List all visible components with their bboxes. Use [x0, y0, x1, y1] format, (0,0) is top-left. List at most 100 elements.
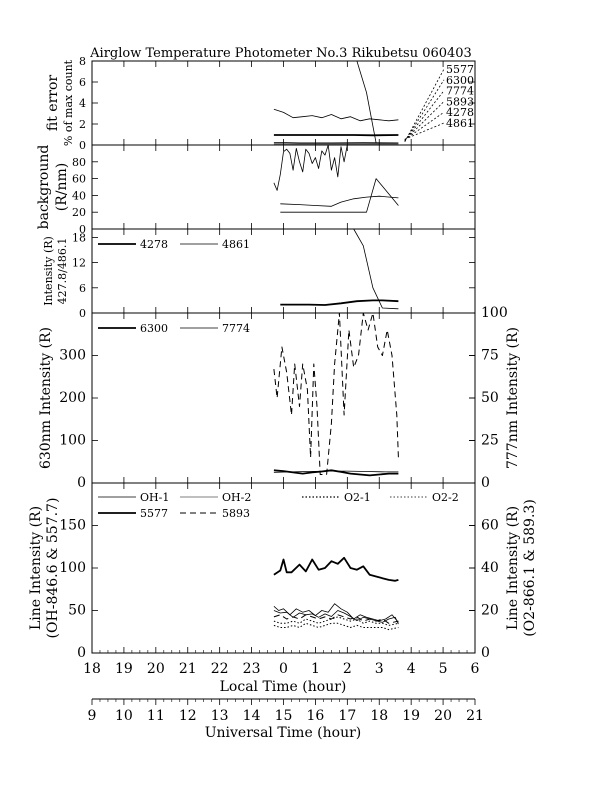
fit-legend-label: 6300: [446, 74, 474, 87]
ut-tick-label: 11: [147, 708, 165, 724]
y-tick-label: 4: [79, 97, 86, 110]
local-time-tick-label: 23: [243, 661, 261, 677]
local-time-tick-label: 19: [115, 661, 133, 677]
oh-ylabel-right-1: Line Intensity (R): [505, 506, 521, 630]
fit-legend-label: 4278: [446, 106, 474, 119]
red-ylabel-left: 630nm Intensity (R): [38, 327, 54, 469]
y-tick-label: 0: [79, 139, 86, 152]
local-time-tick-label: 4: [407, 661, 416, 677]
legend-label-4861: 4861: [222, 238, 250, 251]
series-line-5577: [273, 108, 399, 122]
blue-ylabel-1: Intensity (R): [42, 236, 55, 306]
series-line-7774: [273, 470, 399, 473]
legend-label-O2-2: O2-2: [432, 491, 459, 504]
y-tick-label: 300: [59, 348, 86, 364]
series-line-5893: [273, 614, 399, 624]
y-tick-label: 18: [72, 231, 86, 244]
y-right-tick-label: 75: [481, 348, 499, 364]
ut-tick-label: 16: [307, 708, 325, 724]
legend-label-5893: 5893: [222, 507, 250, 520]
oh-ylabel-right-2: (O2-866.1 & 589.3): [522, 499, 538, 637]
y-right-tick-label: 40: [481, 560, 499, 576]
local-time-tick-label: 21: [179, 661, 197, 677]
y-tick-label: 80: [72, 156, 86, 169]
y-tick-label: 6: [79, 76, 86, 89]
fit-legend-label: 4861: [446, 117, 474, 130]
ut-tick-label: 18: [370, 708, 388, 724]
series-line-OH-1: [273, 603, 399, 623]
ut-tick-label: 12: [179, 708, 197, 724]
series-line-gray-upper: [280, 195, 399, 207]
ut-xlabel: Universal Time (hour): [205, 725, 362, 741]
y-tick-label: 0: [79, 223, 86, 236]
y-tick-label: 50: [68, 603, 86, 619]
local-time-tick-label: 20: [147, 661, 165, 677]
blue-ylabel-2: 427.8/486.1: [56, 238, 69, 305]
y-tick-label: 0: [79, 307, 86, 320]
series-line-O2-2: [273, 622, 399, 631]
local-time-tick-label: 2: [343, 661, 352, 677]
y-tick-label: 200: [59, 390, 86, 406]
ut-tick-label: 15: [275, 708, 293, 724]
series-line-gray-lower: [280, 178, 399, 213]
y-tick-label: 100: [59, 433, 86, 449]
y-right-tick-label: 25: [481, 433, 499, 449]
series-line-OH-2: [273, 610, 399, 625]
fit-legend-leader: [404, 122, 445, 140]
y-tick-label: 12: [72, 257, 86, 270]
ut-tick-label: 10: [115, 708, 133, 724]
legend-label-5577: 5577: [140, 507, 168, 520]
y-right-tick-label: 20: [481, 603, 499, 619]
y-right-tick-label: 100: [481, 305, 508, 321]
oh-ylabel-left-2: (OH-846.6 & 557.7): [45, 498, 61, 639]
series-line-7774: [356, 60, 377, 143]
fit-legend-label: 5893: [446, 95, 474, 108]
ut-tick-label: 17: [338, 708, 356, 724]
legend-label-OH-1: OH-1: [140, 491, 169, 504]
series-line-O2-1: [273, 616, 399, 626]
y-right-tick-label: 50: [481, 390, 499, 406]
series-line-4278: [273, 142, 399, 144]
local-time-tick-label: 22: [211, 661, 229, 677]
fit-legend-leader: [404, 111, 445, 141]
local-time-tick-label: 1: [311, 661, 320, 677]
ut-tick-label: 21: [466, 708, 484, 724]
y-right-tick-label: 0: [481, 645, 490, 661]
fit-ylabel-2: % of max count: [62, 59, 75, 146]
local-time-tick-label: 6: [471, 661, 480, 677]
y-tick-label: 40: [72, 189, 86, 202]
y-tick-label: 6: [79, 282, 86, 295]
chart-marks: 18 19 20 21 22 23 0 1 2 3 4 5 69 10 11 12 13 14 15 16 17 18 19…: [59, 55, 507, 724]
red-ylabel-right: 777nm Intensity (R): [505, 327, 521, 469]
series-line-7774-right: [273, 312, 399, 475]
legend-label-7774: 7774: [222, 322, 250, 335]
legend-label-OH-2: OH-2: [222, 491, 251, 504]
y-tick-label: 2: [79, 118, 86, 131]
y-tick-label: 60: [72, 173, 86, 186]
ut-tick-label: 19: [402, 708, 420, 724]
ut-tick-label: 14: [243, 708, 261, 724]
y-tick-label: 8: [79, 55, 86, 68]
y-tick-label: 100: [59, 560, 86, 576]
legend-label-O2-1: O2-1: [344, 491, 371, 504]
y-tick-label: 0: [77, 645, 86, 661]
series-line-dark: [273, 144, 348, 191]
ut-tick-label: 20: [434, 708, 452, 724]
panel-background-frame: [91, 144, 476, 230]
fit-legend-leader: [404, 68, 445, 143]
local-time-tick-label: 5: [439, 661, 448, 677]
local-time-tick-label: 0: [279, 661, 288, 677]
bg-ylabel-2: (R/nm): [54, 163, 70, 211]
bg-ylabel-1: background: [36, 145, 52, 230]
y-right-tick-label: 0: [481, 475, 490, 491]
local-time-xlabel: Local Time (hour): [220, 679, 347, 695]
oh-ylabel-left-1: Line Intensity (R): [28, 506, 44, 630]
y-tick-label: 0: [77, 475, 86, 491]
ut-tick-label: 13: [211, 708, 229, 724]
fit-legend-leader: [404, 79, 445, 142]
series-line-5577: [273, 556, 399, 582]
fit-legend-label: 7774: [446, 85, 474, 98]
y-tick-label: 150: [59, 518, 86, 534]
local-time-tick-label: 3: [375, 661, 384, 677]
